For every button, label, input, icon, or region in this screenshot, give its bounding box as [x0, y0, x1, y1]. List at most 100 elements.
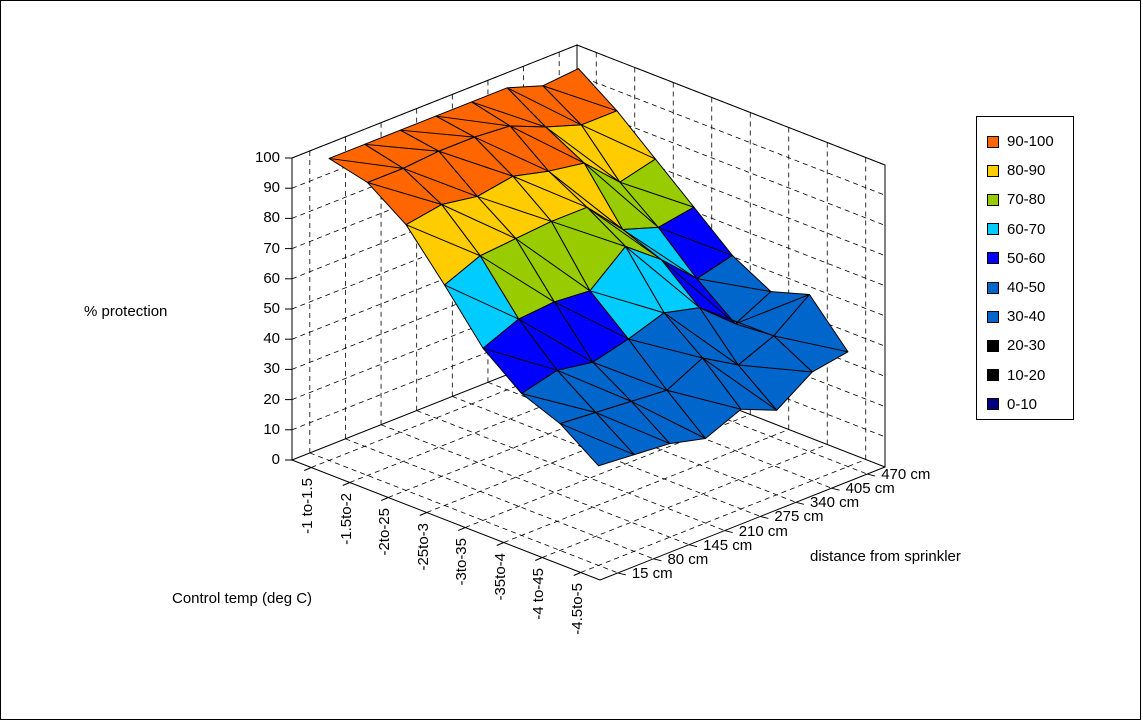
- x-tick-mark: [496, 542, 504, 546]
- surface-edge: [595, 412, 671, 445]
- x-tick-label: -4.5to-5: [568, 582, 586, 635]
- surface-edge: [435, 115, 511, 127]
- surface-edge: [509, 125, 585, 164]
- legend-label: 40-50: [1007, 279, 1046, 297]
- legend-label: 60-70: [1007, 220, 1046, 238]
- x-tick-mark: [535, 557, 543, 561]
- x-tick-mark: [419, 512, 427, 516]
- legend-item: 50-60: [977, 244, 1073, 273]
- x-tick-label: -4 to-45: [530, 567, 548, 620]
- surface-edge: [583, 162, 659, 228]
- floor-gridline: [580, 459, 866, 573]
- z-tick-label: 0: [271, 451, 280, 468]
- surface-edge: [625, 246, 701, 309]
- y-tick-mark: [653, 558, 662, 562]
- z-tick-label: 70: [263, 239, 280, 257]
- surface-edge: [438, 150, 514, 177]
- surface-edge: [660, 259, 736, 325]
- surface-edge: [666, 389, 742, 410]
- legend-label: 80-90: [1007, 162, 1046, 180]
- legend-item: 10-20: [977, 361, 1073, 390]
- legend-label: 50-60: [1007, 249, 1046, 267]
- y-axis-label: distance from sprinkler: [810, 548, 961, 565]
- surface-edge: [506, 87, 582, 126]
- z-tick-label: 20: [263, 390, 280, 408]
- surface-edge: [515, 238, 591, 292]
- z-tick-label: 80: [263, 209, 280, 227]
- surface-edge: [474, 136, 549, 172]
- legend-label: 0-10: [1007, 395, 1038, 413]
- surface-edge: [403, 167, 478, 197]
- y-tick-label: 470 cm: [881, 466, 931, 484]
- x-tick-mark: [458, 527, 466, 531]
- y-tick-mark: [688, 544, 698, 548]
- x-tick-mark: [573, 572, 581, 576]
- legend-item: 70-80: [977, 185, 1073, 214]
- x-tick-label: -1.5to-2: [337, 492, 355, 545]
- floor-gridline: [380, 424, 690, 546]
- surface-edge: [545, 126, 621, 183]
- surface-edge: [663, 312, 739, 366]
- surface-edge: [400, 129, 475, 138]
- surface-edge: [521, 393, 596, 413]
- y-tick-mark: [831, 487, 840, 491]
- legend-swatch: [987, 281, 999, 294]
- surface-edge: [773, 335, 849, 353]
- x-tick-label: -2to-25: [376, 507, 394, 556]
- surface-edge: [367, 182, 442, 205]
- y-tick-label: 15 cm: [631, 564, 673, 582]
- z-tick-label: 10: [263, 420, 280, 438]
- legend-swatch: [987, 369, 999, 382]
- y-tick-label: 80 cm: [667, 550, 709, 568]
- floor-gridline: [416, 410, 725, 531]
- floor-gridline: [542, 444, 828, 558]
- legend-item: 30-40: [977, 302, 1073, 331]
- x-tick-mark: [304, 467, 312, 471]
- legend-item: 20-30: [977, 331, 1073, 360]
- legend-label: 20-30: [1007, 337, 1046, 355]
- legend-swatch: [987, 164, 999, 177]
- y-tick-label: 405 cm: [845, 480, 895, 498]
- legend-swatch: [987, 398, 999, 411]
- floor-gridline: [309, 452, 618, 574]
- surface-edge: [619, 181, 695, 208]
- legend-swatch: [987, 252, 999, 265]
- z-tick-label: 100: [254, 149, 280, 166]
- surface-edge: [631, 400, 706, 439]
- y-tick-mark: [867, 473, 876, 477]
- legend-item: 60-70: [977, 215, 1073, 244]
- surface-edge: [702, 357, 777, 411]
- surface-edge: [471, 101, 546, 128]
- legend-label: 30-40: [1007, 308, 1046, 326]
- surface-edge: [696, 278, 772, 293]
- z-gridline: [291, 44, 886, 166]
- surface-edge: [551, 220, 626, 247]
- legend-item: 0-10: [977, 390, 1073, 419]
- x-tick-mark: [342, 482, 350, 486]
- surface-edge: [518, 318, 594, 363]
- floor-gridline: [345, 438, 654, 560]
- surface-edge: [548, 170, 623, 230]
- legend-label: 90-100: [1007, 133, 1054, 151]
- y-tick-label: 275 cm: [774, 508, 824, 526]
- y-tick-mark: [795, 501, 805, 505]
- legend-swatch: [987, 193, 999, 206]
- axis-layer: [285, 157, 886, 581]
- y-tick-mark: [724, 530, 733, 534]
- surface-edge: [581, 124, 656, 160]
- z-tick-label: 90: [263, 179, 280, 197]
- z-tick-label: 50: [263, 300, 280, 317]
- y-tick-label: 145 cm: [703, 536, 753, 554]
- surface-edge: [441, 204, 517, 240]
- surface-edge: [477, 195, 552, 222]
- surface-edge: [738, 364, 813, 373]
- x-axis-line: [291, 459, 601, 581]
- surface-edge: [364, 143, 439, 152]
- surface-edge: [328, 157, 404, 169]
- legend-swatch: [987, 339, 999, 352]
- surface-edge: [512, 175, 588, 208]
- y-tick-label: 210 cm: [738, 522, 788, 540]
- x-tick-label: -25to-3: [414, 522, 432, 571]
- y-tick-mark: [760, 515, 769, 519]
